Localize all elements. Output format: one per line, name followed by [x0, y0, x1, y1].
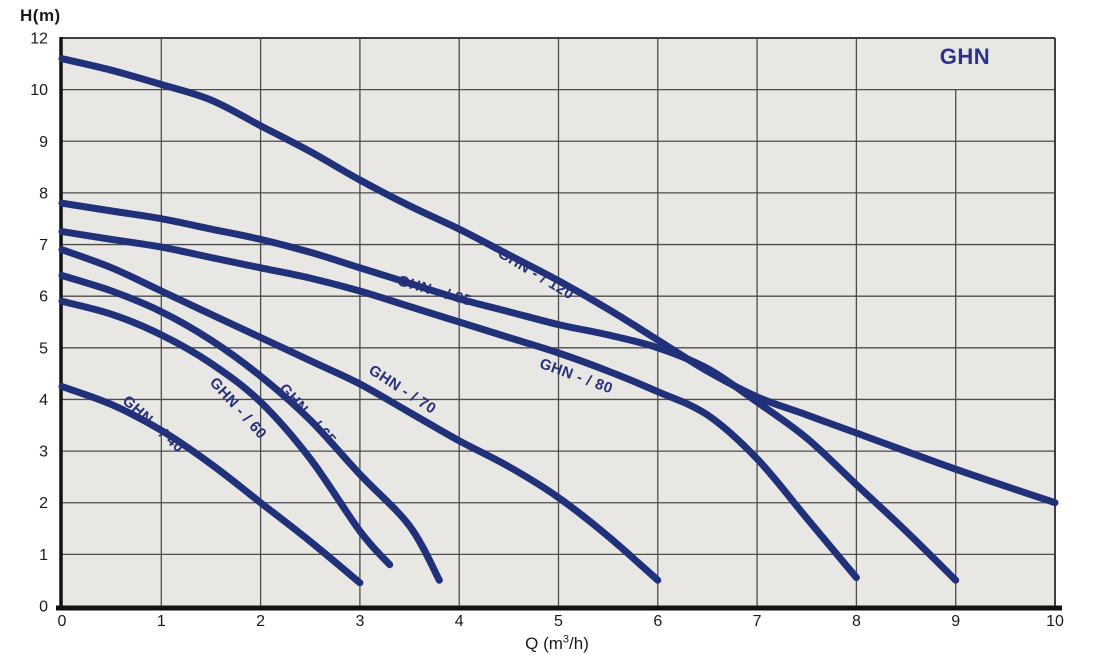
- y-tick-label: 3: [39, 444, 48, 461]
- x-tick-label: 0: [58, 613, 67, 630]
- x-axis-title-prefix: Q (m: [525, 634, 563, 653]
- y-tick-label: 2: [39, 495, 48, 512]
- pump-curve-40: [58, 383, 364, 587]
- pump-curve-120: [58, 55, 1059, 507]
- x-tick-label: 3: [355, 613, 364, 630]
- x-tick-label: 9: [951, 613, 960, 630]
- x-tick-label: 8: [852, 613, 861, 630]
- pump-curve-85: [58, 199, 960, 584]
- y-tick-label: 7: [39, 237, 48, 254]
- x-tick-label: 1: [157, 613, 166, 630]
- y-tick-label: 8: [39, 185, 48, 202]
- x-axis-title-superscript: 3: [562, 633, 570, 646]
- y-tick-label: 6: [39, 289, 48, 306]
- x-tick-label: 5: [554, 613, 563, 630]
- y-tick-label: 9: [39, 134, 48, 151]
- y-tick-label: 0: [39, 599, 48, 616]
- pump-curve-65: [58, 272, 443, 584]
- x-tick-label: 4: [455, 613, 464, 630]
- x-tick-label: 6: [653, 613, 662, 630]
- y-tick-label: 12: [30, 31, 48, 48]
- x-tick-label: 2: [256, 613, 265, 630]
- x-axis-title-suffix: /h): [569, 634, 589, 653]
- y-tick-label: 1: [39, 547, 48, 564]
- x-axis-title: Q (m3/h): [525, 634, 589, 654]
- pump-curve-80: [58, 228, 860, 582]
- y-tick-label: 4: [39, 392, 48, 409]
- x-tick-label: 7: [753, 613, 762, 630]
- y-tick-label: 10: [30, 82, 48, 99]
- y-tick-label: 5: [39, 340, 48, 357]
- x-tick-label: 10: [1046, 613, 1064, 630]
- y-axis-title: H(m): [20, 6, 61, 25]
- chart-title: GHN: [939, 44, 991, 69]
- pump-curve-60: [58, 297, 394, 569]
- pump-curve-70: [58, 246, 662, 584]
